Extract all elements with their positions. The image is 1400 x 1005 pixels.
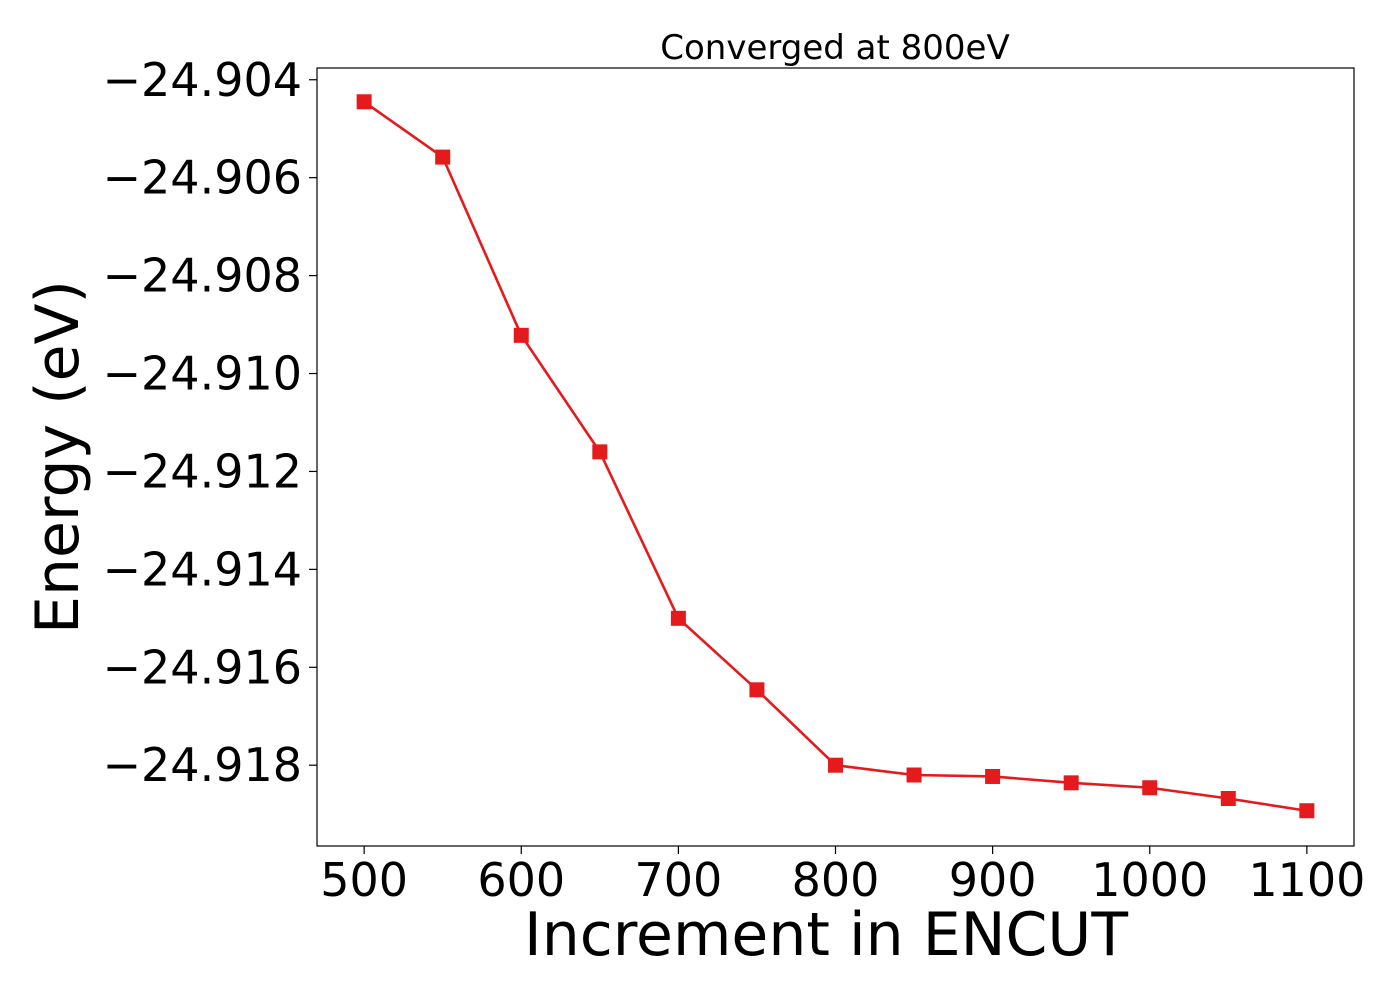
data-point-marker (749, 682, 765, 698)
y-tick-label: −24.904 (103, 53, 303, 107)
plot-frame (316, 67, 1355, 847)
data-point-marker (513, 327, 529, 343)
data-point-marker (356, 94, 372, 110)
y-tick-label: −24.914 (103, 542, 303, 596)
x-tick-label: 1000 (1091, 853, 1208, 907)
x-tick-label: 700 (634, 853, 722, 907)
data-point-marker (1063, 775, 1079, 791)
data-point-marker (435, 149, 451, 165)
x-tick-label: 900 (949, 853, 1037, 907)
ticks-layer: 500 600 700 800 900 1000 1100 −24.904 −24.906 −24… (103, 53, 1366, 907)
y-tick-label: −24.906 (103, 151, 303, 205)
series-layer (356, 94, 1315, 819)
y-axis-label: Energy (eV) (23, 280, 93, 634)
chart-title: Converged at 800eV (660, 28, 1009, 68)
data-point-marker (1299, 803, 1315, 819)
x-tick-label: 800 (792, 853, 880, 907)
y-tick-label: −24.916 (103, 640, 303, 694)
x-tick-label: 1100 (1248, 853, 1365, 907)
y-tick-label: −24.910 (103, 347, 303, 401)
data-point-marker (592, 444, 608, 460)
x-axis-label: Increment in ENCUT (524, 900, 1128, 970)
y-tick-label: −24.912 (103, 444, 303, 498)
y-tick-label: −24.908 (103, 249, 303, 303)
x-tick-label: 500 (320, 853, 408, 907)
data-point-marker (1220, 791, 1236, 807)
data-point-marker (985, 768, 1001, 784)
data-point-marker (906, 767, 922, 783)
data-point-marker (828, 757, 843, 773)
data-point-marker (670, 610, 686, 626)
y-tick-label: −24.918 (103, 738, 303, 792)
data-point-marker (1142, 780, 1158, 796)
x-tick-label: 600 (477, 853, 565, 907)
